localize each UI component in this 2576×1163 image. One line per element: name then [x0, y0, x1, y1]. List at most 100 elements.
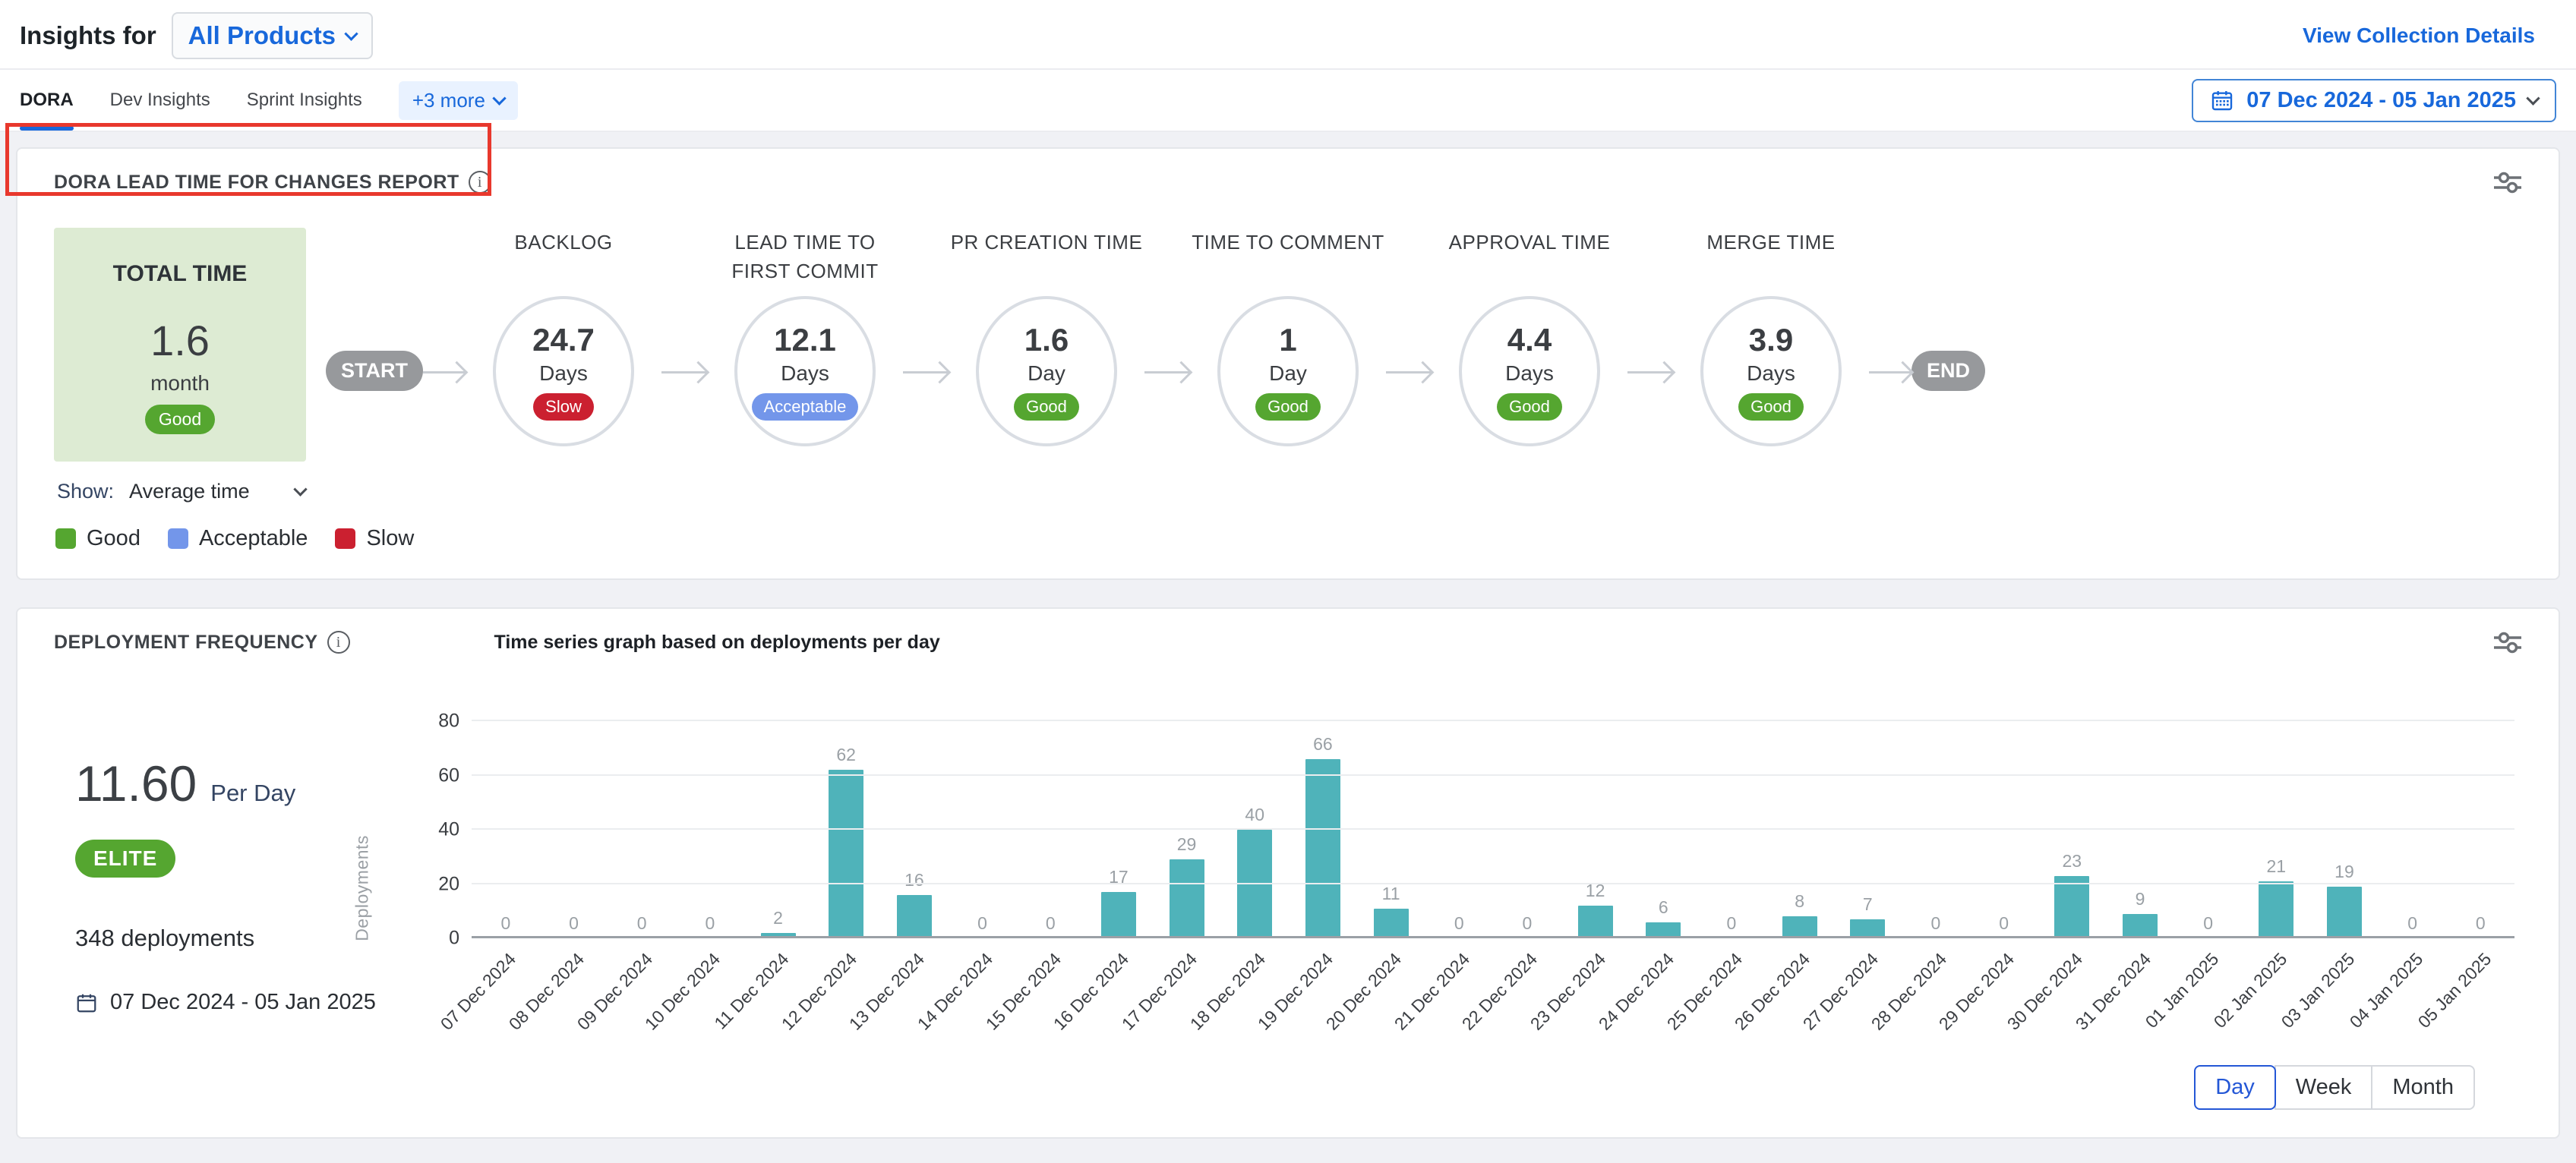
bar — [2122, 913, 2158, 938]
bar-17 Dec 2024: 29 — [1153, 721, 1221, 938]
gridline — [472, 774, 2514, 776]
bar-value-label: 0 — [569, 913, 579, 933]
stats-date-range-value: 07 Dec 2024 - 05 Jan 2025 — [110, 990, 376, 1014]
tabs: DORA Dev Insights Sprint Insights +3 mor… — [20, 70, 518, 131]
show-selector-row: Show: Average time — [54, 480, 308, 503]
bar-23 Dec 2024: 12 — [1561, 721, 1630, 938]
total-time-label: TOTAL TIME — [112, 261, 248, 286]
flow-end-node: END — [1911, 351, 1986, 391]
granularity-toggle: Day Week Month — [54, 1065, 2522, 1110]
view-collection-details-link[interactable]: View Collection Details — [2302, 24, 2535, 47]
granularity-week-button[interactable]: Week — [2274, 1065, 2373, 1110]
stage-circle: 1.6 Day Good — [976, 296, 1117, 446]
chevron-down-icon — [344, 26, 358, 41]
good-swatch — [55, 528, 76, 549]
tab-sprint-insights[interactable]: Sprint Insights — [246, 90, 362, 110]
bar-18 Dec 2024: 40 — [1220, 721, 1289, 938]
bar — [1373, 908, 1409, 938]
bar-value-label: 0 — [1454, 913, 1464, 933]
y-tick-label: 60 — [438, 764, 459, 786]
page-title: Insights for — [20, 21, 156, 49]
chevron-down-icon — [492, 90, 507, 106]
bar-16 Dec 2024: 17 — [1084, 721, 1153, 938]
flow-arrow — [423, 371, 466, 373]
legend-item-acceptable: Acceptable — [167, 526, 308, 551]
x-axis-baseline — [472, 936, 2514, 938]
rate-value: 11.60 — [75, 755, 197, 812]
bar-value-label: 40 — [1245, 805, 1265, 824]
bar-28 Dec 2024: 0 — [1902, 721, 1970, 938]
bar — [1100, 892, 1136, 938]
bar-value-label: 23 — [2062, 850, 2082, 871]
stage-approval-time: APPROVAL TIME 4.4 Days Good — [1432, 228, 1627, 446]
bar-09 Dec 2024: 0 — [608, 721, 676, 938]
chart-bars: 0 0 0 0 2 62 16 0 0 17 29 40 66 11 0 0 12 6 0 8 7 0 0 23 9 0 21 19 0… — [472, 721, 2514, 938]
bar-value-label: 66 — [1313, 734, 1333, 755]
flow-arrow — [903, 371, 949, 373]
stage-circle: 3.9 Days Good — [1700, 296, 1842, 446]
bar — [829, 770, 864, 938]
stage-circle: 24.7 Days Slow — [493, 296, 634, 446]
stage-merge-time: MERGE TIME 3.9 Days Good — [1673, 228, 1869, 446]
granularity-month-button[interactable]: Month — [2371, 1065, 2475, 1110]
stage-time-to-comment: TIME TO COMMENT 1 Day Good — [1190, 228, 1386, 446]
bar-value-label: 29 — [1176, 834, 1197, 855]
tab-dev-insights[interactable]: Dev Insights — [109, 90, 210, 110]
total-deployments: 348 deployments — [75, 925, 255, 951]
more-tabs-label: +3 more — [412, 88, 485, 112]
bar-04 Jan 2025: 0 — [2379, 721, 2447, 938]
filter-sliders-icon[interactable] — [2493, 170, 2522, 194]
status-badge: Acceptable — [751, 393, 859, 421]
granularity-day-button[interactable]: Day — [2194, 1065, 2276, 1110]
bar — [760, 932, 796, 938]
slow-swatch — [335, 528, 356, 549]
bar-19 Dec 2024: 66 — [1289, 721, 1357, 938]
tier-badge: ELITE — [75, 840, 176, 878]
legend-item-good: Good — [55, 526, 140, 551]
deployments-chart: Deployments 0 0 0 0 2 62 16 0 0 17 29 40 66 11 0 0 12 6 0 8… — [352, 711, 2522, 1064]
bar — [2259, 881, 2294, 938]
bar-value-label: 0 — [1045, 913, 1056, 933]
info-icon[interactable]: i — [327, 631, 350, 654]
bar-value-label: 11 — [1381, 883, 1400, 903]
bar-25 Dec 2024: 0 — [1697, 721, 1766, 938]
total-time-box: TOTAL TIME 1.6 month Good — [54, 228, 306, 462]
bar — [1850, 919, 1886, 938]
show-dropdown-value: Average time — [129, 480, 250, 503]
chart-plot-area: 0 0 0 0 2 62 16 0 0 17 29 40 66 11 0 0 12 6 0 8 7 0 0 23 9 0 21 19 0… — [438, 711, 2514, 949]
product-selector-dropdown[interactable]: All Products — [171, 12, 374, 59]
calendar-icon — [75, 991, 98, 1014]
deployment-body: 11.60 Per Day ELITE 348 deployments — [54, 665, 2522, 1064]
bar-13 Dec 2024: 16 — [880, 721, 949, 938]
stage-pr-creation-time: PR CREATION TIME 1.6 Day Good — [949, 228, 1144, 446]
info-icon[interactable]: i — [468, 171, 491, 194]
flow-arrow — [1627, 371, 1673, 373]
calendar-icon — [2210, 88, 2234, 112]
tab-dora[interactable]: DORA — [20, 70, 74, 131]
more-tabs-button[interactable]: +3 more — [398, 80, 518, 120]
bar-value-label: 62 — [836, 745, 856, 765]
page-header: Insights for All Products View Collectio… — [0, 0, 2576, 68]
bar-value-label: 2 — [773, 907, 783, 928]
chevron-down-icon — [2526, 90, 2540, 106]
flow-start-node: START — [326, 351, 423, 391]
chevron-down-icon — [292, 482, 308, 496]
deployment-card-header: DEPLOYMENT FREQUENCY i Time series graph… — [54, 630, 2522, 654]
bar-11 Dec 2024: 2 — [744, 721, 813, 938]
date-range-picker[interactable]: 07 Dec 2024 - 05 Jan 2025 — [2192, 78, 2556, 122]
bar-24 Dec 2024: 6 — [1629, 721, 1697, 938]
bar-value-label: 0 — [500, 913, 511, 933]
bar-15 Dec 2024: 0 — [1016, 721, 1084, 938]
y-axis-label: Deployments — [352, 834, 372, 941]
bar-value-label: 17 — [1109, 867, 1129, 887]
bar-12 Dec 2024: 62 — [812, 721, 880, 938]
total-time-column: TOTAL TIME 1.6 month Good Show: Average … — [54, 228, 308, 503]
bar-07 Dec 2024: 0 — [472, 721, 540, 938]
deployment-rate: 11.60 Per Day — [75, 755, 388, 812]
bar-31 Dec 2024: 9 — [2106, 721, 2174, 938]
deployment-stats: 11.60 Per Day ELITE 348 deployments — [54, 665, 388, 1064]
show-dropdown[interactable]: Average time — [129, 480, 308, 503]
filter-sliders-icon[interactable] — [2493, 630, 2522, 654]
bar-value-label: 9 — [2135, 888, 2145, 909]
lead-time-card: DORA LEAD TIME FOR CHANGES REPORT i TOTA… — [16, 147, 2560, 580]
